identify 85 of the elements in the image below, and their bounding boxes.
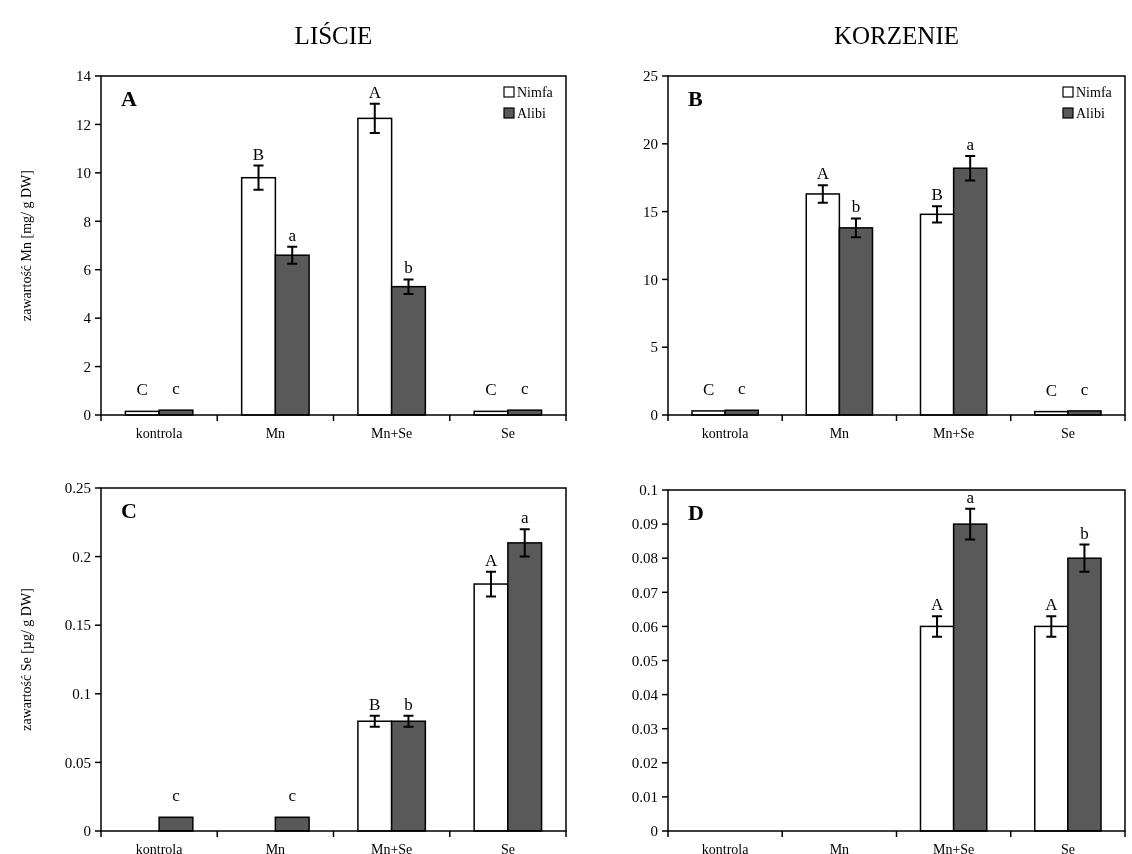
x-tick-label: kontrola xyxy=(135,842,184,854)
y-tick-label: 0 xyxy=(650,823,658,840)
annotation: C xyxy=(1045,380,1057,400)
y-tick-label: 0 xyxy=(83,407,91,424)
legend-label: Nimfa xyxy=(1076,84,1113,100)
annotation: B xyxy=(369,694,381,714)
x-tick-label: Mn+Se xyxy=(370,426,413,441)
annotation: A xyxy=(368,82,382,102)
annotation: c xyxy=(172,379,181,399)
y-tick-label: 4 xyxy=(83,310,92,327)
annotation: B xyxy=(931,185,943,205)
y-tick-label: 0.1 xyxy=(72,686,91,703)
y-tick-label: 15 xyxy=(643,203,658,220)
y-tick-label: 0.03 xyxy=(631,720,658,737)
y-tick-label: 0.04 xyxy=(631,686,659,703)
annotation: C xyxy=(485,380,497,400)
y-tick-label: 5 xyxy=(650,339,658,356)
y-axis-title: zawartość Mn [mg/ g DW] xyxy=(19,170,34,321)
y-tick-label: 0.05 xyxy=(631,652,658,669)
annotation: C xyxy=(702,379,715,399)
annotation: a xyxy=(520,508,529,528)
x-tick-label: kontrola xyxy=(701,842,750,854)
annotation: D xyxy=(688,500,704,525)
y-tick-label: 0.15 xyxy=(64,617,91,634)
y-tick-label: 14 xyxy=(76,68,92,85)
annotation: a xyxy=(966,135,975,154)
y-tick-label: 0.09 xyxy=(631,516,658,533)
annotation: c xyxy=(520,379,529,399)
chart-title: LIŚCIE xyxy=(294,22,373,49)
annotation: A xyxy=(816,164,830,184)
y-tick-label: 0.25 xyxy=(64,480,91,497)
y-tick-label: 12 xyxy=(76,116,91,133)
annotation: A xyxy=(121,86,137,111)
legend-label: Alibi xyxy=(517,105,546,121)
x-tick-label: kontrola xyxy=(135,426,184,441)
x-tick-label: Mn xyxy=(265,842,286,854)
x-tick-label: Se xyxy=(1060,426,1075,441)
annotation: a xyxy=(288,225,297,245)
annotation: b xyxy=(404,694,413,714)
annotation: c xyxy=(737,379,746,399)
annotation: B xyxy=(252,144,265,164)
annotation: A xyxy=(930,595,944,615)
legend-label: Alibi xyxy=(1076,105,1105,121)
x-tick-label: kontrola xyxy=(701,426,750,441)
annotation: b xyxy=(851,197,861,217)
x-tick-label: Mn+Se xyxy=(932,842,975,854)
x-tick-label: Se xyxy=(1060,842,1075,854)
x-tick-label: Mn+Se xyxy=(932,426,975,441)
x-tick-label: Mn xyxy=(829,426,850,441)
y-tick-label: 0 xyxy=(83,823,91,840)
y-tick-label: 0.08 xyxy=(631,550,658,567)
y-tick-label: 0.1 xyxy=(639,482,658,499)
annotation: A xyxy=(1045,595,1059,615)
annotation: c xyxy=(288,786,297,806)
y-tick-label: 0.06 xyxy=(631,618,659,635)
y-tick-label: 6 xyxy=(83,261,92,278)
y-tick-label: 0.2 xyxy=(72,548,91,565)
y-tick-label: 25 xyxy=(643,68,658,85)
y-tick-label: 0.05 xyxy=(64,754,91,771)
y-tick-label: 0 xyxy=(650,407,658,424)
annotation: a xyxy=(966,487,975,507)
annotation: b xyxy=(404,258,413,278)
annotation: B xyxy=(688,86,703,111)
annotation: b xyxy=(1080,523,1089,543)
y-tick-label: 10 xyxy=(643,271,658,288)
annotation: A xyxy=(484,550,498,570)
annotation: c xyxy=(172,786,181,806)
y-tick-label: 8 xyxy=(83,213,91,230)
y-tick-label: 0.02 xyxy=(631,755,658,772)
y-tick-label: 0.01 xyxy=(631,789,658,806)
y-tick-label: 10 xyxy=(76,165,91,182)
legend-label: Nimfa xyxy=(517,84,554,100)
annotation: C xyxy=(121,498,137,523)
x-tick-label: Mn xyxy=(265,426,286,441)
y-axis-title: zawartość Se [µg/ g DW] xyxy=(19,588,34,731)
x-tick-label: Mn+Se xyxy=(370,842,413,854)
annotation: C xyxy=(136,380,148,400)
y-tick-label: 20 xyxy=(643,136,658,153)
y-tick-label: 0.07 xyxy=(631,584,659,601)
x-tick-label: Se xyxy=(500,842,515,854)
x-tick-label: Mn xyxy=(829,842,850,854)
x-tick-label: Se xyxy=(500,426,515,441)
chart-title: KORZENIE xyxy=(834,22,959,49)
annotation: c xyxy=(1080,379,1089,399)
y-tick-label: 2 xyxy=(83,358,91,375)
